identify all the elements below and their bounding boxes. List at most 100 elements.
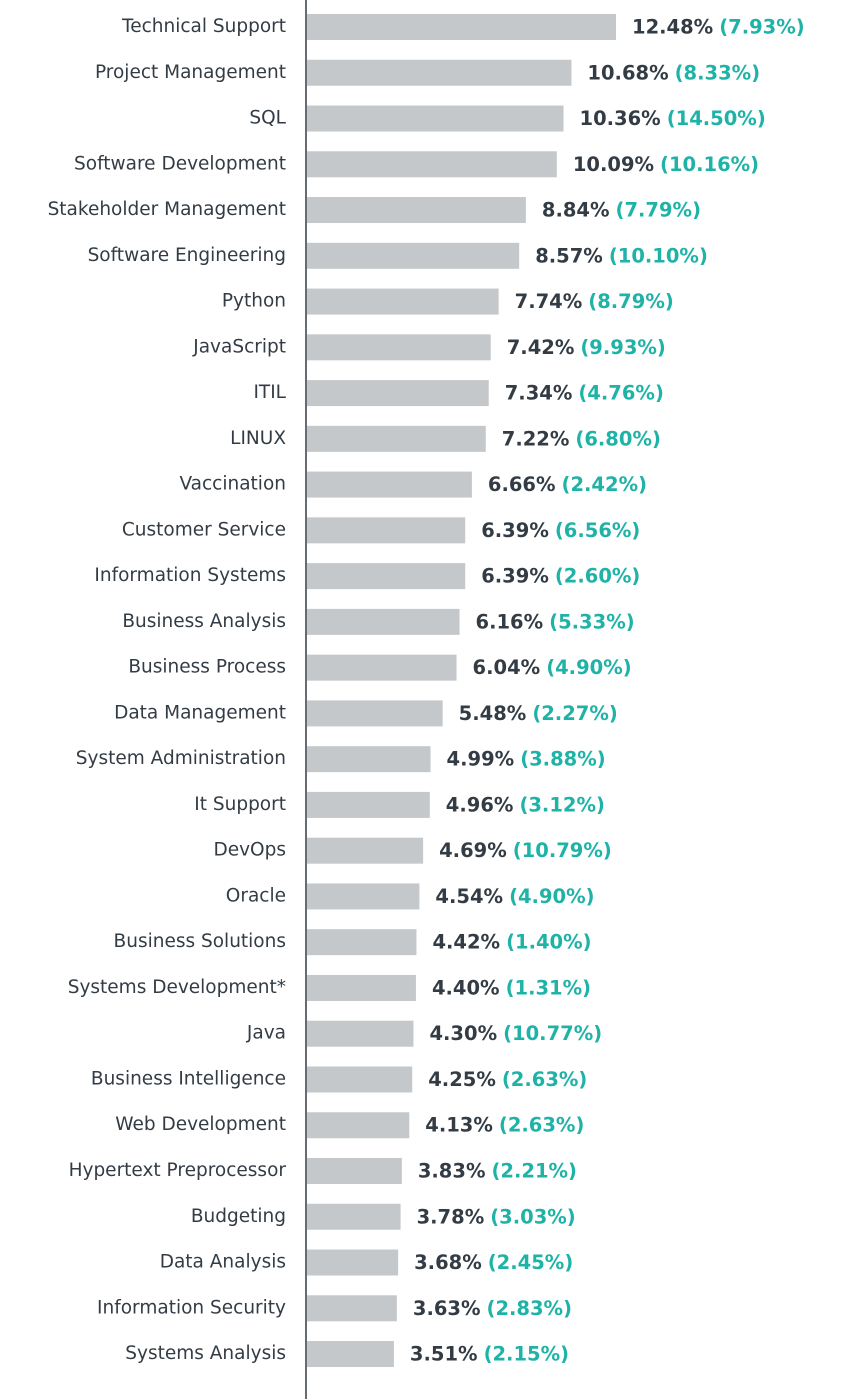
category-label: Python [222,291,286,312]
secondary-label: (8.33%) [675,61,760,84]
secondary-label: (2.27%) [532,702,617,725]
secondary-label: (4.90%) [546,656,631,679]
secondary-label: (4.76%) [578,382,663,405]
bar [307,746,431,773]
bar [307,1066,413,1093]
bar [307,974,416,1001]
category-label: Information Systems [94,565,286,586]
value-label: 7.34% [505,382,573,405]
value-label: 5.48% [459,702,527,725]
value-label: 10.36% [580,107,661,130]
secondary-label: (6.56%) [555,519,640,542]
secondary-label: (2.42%) [562,473,647,496]
secondary-label: (2.63%) [499,1114,584,1137]
secondary-label: (10.16%) [660,153,759,176]
value-label: 4.69% [439,839,507,862]
value-label: 3.68% [414,1251,482,1274]
value-label: 6.39% [481,565,549,588]
value-label: 3.78% [417,1205,485,1228]
category-label: Vaccination [179,474,286,495]
secondary-label: (14.50%) [667,107,766,130]
bar [307,151,557,178]
bar [307,654,457,681]
bar [307,1158,402,1184]
category-label: ITIL [253,382,286,403]
secondary-label: (2.15%) [484,1343,569,1366]
bar [307,608,460,635]
value-label: 6.04% [473,656,541,679]
value-label: 3.83% [418,1160,486,1183]
category-label: Web Development [115,1114,286,1135]
bar [307,517,466,544]
secondary-label: (2.63%) [502,1068,587,1091]
bar [307,14,617,40]
secondary-label: (10.10%) [609,244,708,267]
secondary-label: (8.79%) [588,290,673,313]
value-label: 7.42% [507,336,575,359]
category-label: Stakeholder Management [48,199,286,220]
bar [307,929,417,956]
category-label: Systems Development* [68,977,286,998]
secondary-label: (9.93%) [580,336,665,359]
secondary-label: (5.33%) [549,610,634,633]
category-label: SQL [249,108,286,129]
category-label: Business Intelligence [91,1068,286,1089]
category-label: DevOps [213,840,286,861]
bar [307,1203,401,1230]
bar [307,197,526,224]
bar [307,334,491,361]
category-label: Data Analysis [160,1252,286,1273]
secondary-label: (6.80%) [575,427,660,450]
value-label: 10.09% [573,153,654,176]
bar [307,59,572,86]
category-label: Hypertext Preprocessor [69,1160,287,1181]
secondary-label: (7.93%) [719,16,804,39]
secondary-label: (1.31%) [506,976,591,999]
bar [307,471,472,498]
category-label: Budgeting [191,1206,286,1227]
value-label: 10.68% [587,61,668,84]
bar [307,791,430,818]
bar [307,1341,394,1368]
value-label: 4.13% [425,1114,493,1137]
value-label: 7.74% [515,290,583,313]
category-label: Customer Service [122,519,286,540]
bar [307,380,489,407]
category-label: LINUX [230,428,286,449]
value-label: 6.16% [476,610,544,633]
bar [307,1020,414,1047]
secondary-label: (10.77%) [503,1022,602,1045]
value-label: 3.51% [410,1343,478,1366]
value-label: 4.30% [429,1022,497,1045]
value-label: 8.84% [542,199,610,222]
bar [307,425,486,452]
secondary-label: (3.03%) [490,1205,575,1228]
secondary-label: (10.79%) [513,839,612,862]
category-label: Java [246,1023,286,1044]
secondary-label: (7.79%) [616,199,701,222]
category-label: Oracle [226,885,286,906]
value-label: 4.99% [447,748,515,771]
category-label: Data Management [114,702,286,723]
secondary-label: (2.45%) [488,1251,573,1274]
value-label: 4.96% [446,793,514,816]
category-label: Information Security [97,1297,286,1318]
bar [307,700,443,727]
category-label: Systems Analysis [125,1343,286,1364]
category-label: Software Engineering [88,245,286,266]
bar [307,1249,399,1276]
secondary-label: (2.60%) [555,565,640,588]
bar [307,1112,410,1139]
value-label: 6.39% [481,519,549,542]
bar [307,837,424,864]
bar [307,1295,397,1322]
value-label: 7.22% [502,427,570,450]
bar [307,288,499,315]
value-label: 6.66% [488,473,556,496]
secondary-label: (3.12%) [519,793,604,816]
category-label: System Administration [76,748,286,769]
secondary-label: (2.83%) [487,1297,572,1320]
value-label: 4.25% [428,1068,496,1091]
bar [307,105,564,132]
